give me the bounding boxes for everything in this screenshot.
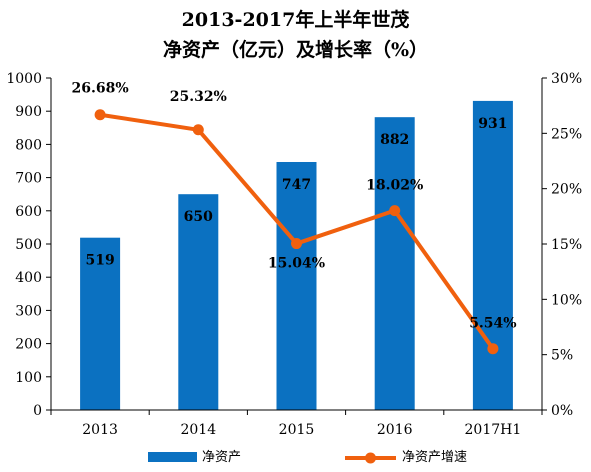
line-layer <box>94 109 499 355</box>
line-value-label: 26.68% <box>72 81 129 97</box>
bar-value-label: 650 <box>184 209 213 225</box>
growth-point <box>192 124 204 136</box>
axes-layer: 0 100 200 300 400 500 600 700 800 900 1000 0% 5% 10% 1… <box>6 71 582 438</box>
legend-label-bar: 净资产 <box>202 450 241 465</box>
y-left-tick-label: 300 <box>15 303 42 319</box>
growth-point <box>487 343 499 355</box>
y-left-tick-label: 800 <box>15 137 42 153</box>
y-right-tick-label: 30% <box>551 71 582 87</box>
y-right-tick-label: 20% <box>551 182 582 198</box>
y-left-tick-label: 200 <box>15 337 42 353</box>
chart-title: 2013-2017年上半年世茂 <box>181 9 410 31</box>
line-value-label: 25.32% <box>170 89 227 105</box>
bar-value-label: 747 <box>282 177 311 193</box>
x-tick-label: 2015 <box>279 422 315 438</box>
legend-swatch-marker <box>365 452 376 464</box>
chart-subtitle: 净资产（亿元）及增长率（%） <box>162 39 429 61</box>
line-value-label: 18.02% <box>366 178 423 194</box>
bar <box>374 117 415 411</box>
legend-label-line: 净资产增速 <box>402 450 467 465</box>
y-right-tick-label: 25% <box>551 126 582 142</box>
growth-point <box>389 205 401 217</box>
labels-layer: 519 650 747 882 931 26.68% 25.32% 15.04% 18.02% 5… <box>72 81 517 332</box>
bar <box>276 161 317 410</box>
y-right-tick-label: 10% <box>551 292 582 308</box>
y-left-tick-label: 500 <box>15 237 42 253</box>
bar-value-label: 519 <box>85 253 114 269</box>
bar <box>178 194 219 410</box>
bar-value-label: 882 <box>380 132 409 148</box>
x-tick-label: 2013 <box>82 422 118 438</box>
y-left-tick-label: 400 <box>15 270 42 286</box>
bars-layer <box>80 100 513 411</box>
x-tick-label: 2017H1 <box>465 422 522 438</box>
line-value-label: 5.54% <box>469 316 516 332</box>
line-value-label: 15.04% <box>268 256 325 272</box>
y-left-tick-label: 1000 <box>6 71 42 87</box>
y-left-tick-label: 900 <box>15 104 42 120</box>
bar <box>80 237 121 410</box>
y-left-tick-label: 600 <box>15 204 42 220</box>
growth-point <box>291 238 302 250</box>
legend-swatch-bar <box>148 452 197 462</box>
y-right-tick-label: 0% <box>551 403 573 419</box>
y-right-tick-label: 15% <box>551 237 582 253</box>
y-left-tick-label: 700 <box>15 171 42 187</box>
legend: 净资产 净资产增速 <box>148 450 467 465</box>
bar-value-label: 931 <box>478 116 507 132</box>
x-tick-label: 2014 <box>180 422 216 438</box>
x-tick-label: 2016 <box>377 422 413 438</box>
y-left-tick-label: 0 <box>33 403 42 419</box>
growth-point <box>94 109 106 121</box>
y-right-tick-label: 5% <box>551 348 573 364</box>
y-left-tick-label: 100 <box>15 370 42 386</box>
bar <box>472 100 513 411</box>
